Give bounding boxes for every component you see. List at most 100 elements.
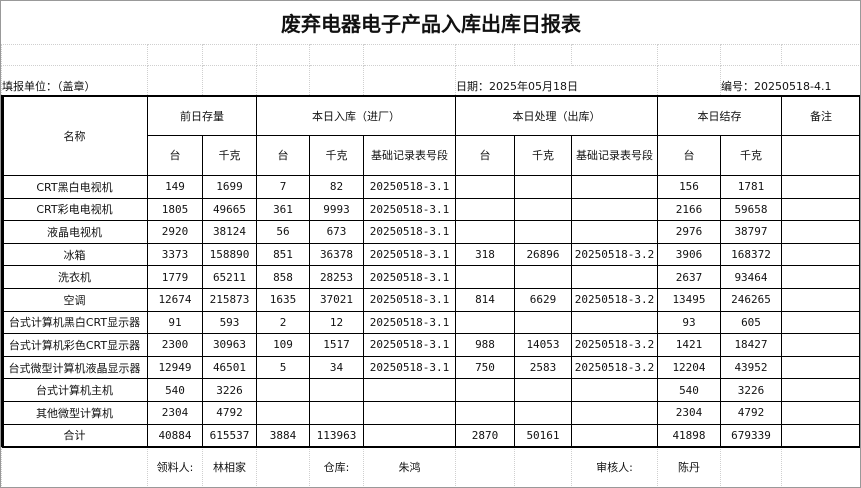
table-cell: 3884 [256,423,310,448]
table-cell [571,400,658,425]
table-row: 台式计算机黑白CRT显示器 91 593 2 12 20250518-3.1 93 605 [1,310,861,335]
table-cell [781,378,861,402]
header-unit: 台 [147,135,203,176]
header-record-no: 基础记录表号段 [363,135,456,176]
table-cell [256,378,310,402]
header-unit: 台 [455,135,515,176]
table-cell: 20250518-3.1 [363,310,456,335]
table-cell: 38124 [202,220,257,244]
table-cell: 1781 [720,175,782,199]
table-cell: 3226 [202,378,257,402]
table-cell: 2 [256,310,310,335]
signature-warehouse-label: 仓库: [309,446,364,488]
table-row: 液晶电视机 2920 38124 56 673 20250518-3.1 2976 38797 [1,220,861,244]
table-cell: 3226 [720,378,782,402]
table-cell [455,400,515,425]
signature-picker: 林相家 [202,446,257,488]
table-cell: 20250518-3.1 [363,333,456,357]
item-name: 台式计算机主机 [1,378,148,402]
table-cell [455,265,515,289]
table-cell: 3373 [147,242,203,267]
header-processed: 本日处理（出库） [455,95,658,136]
table-row: CRT黑白电视机 149 1699 7 82 20250518-3.1 156 1781 [1,175,861,199]
table-cell [571,310,658,335]
table-cell: 4792 [202,400,257,425]
table-cell: 9993 [309,197,364,222]
table-cell: 36378 [309,242,364,267]
table-cell: 12 [309,310,364,335]
table-cell: 3906 [657,242,721,267]
header-kg: 千克 [514,135,572,176]
table-cell [309,378,364,402]
table-cell: 14053 [514,333,572,357]
table-cell [514,400,572,425]
signature-reviewer-label: 审核人: [571,446,658,488]
table-cell: 988 [455,333,515,357]
table-cell [455,378,515,402]
table-cell [571,423,658,448]
table-row: 冰箱 3373 158890 851 36378 20250518-3.1 318 26896… [1,242,861,267]
table-cell: 13495 [657,287,721,312]
item-name: 台式计算机黑白CRT显示器 [1,310,148,335]
table-cell [514,197,572,222]
table-cell [781,400,861,425]
table-cell [571,265,658,289]
table-cell: 2870 [455,423,515,448]
table-cell: 2300 [147,333,203,357]
table-cell [781,265,861,289]
item-name: 液晶电视机 [1,220,148,244]
table-cell [571,197,658,222]
table-row: 台式计算机彩色CRT显示器 2300 30963 109 1517 20250518-3.… [1,333,861,357]
table-cell: 56 [256,220,310,244]
table-cell [781,175,861,199]
table-cell [363,378,456,402]
table-cell [514,310,572,335]
table-cell: 5 [256,355,310,380]
table-cell: 2304 [147,400,203,425]
item-name: 合计 [1,423,148,448]
table-cell: 2304 [657,400,721,425]
table-cell: 40884 [147,423,203,448]
table-cell: 858 [256,265,310,289]
table-cell: 2166 [657,197,721,222]
table-cell: 12674 [147,287,203,312]
signature-reviewer: 陈丹 [657,446,721,488]
table-cell: 37021 [309,287,364,312]
table-cell: 2583 [514,355,572,380]
item-name: CRT彩电电视机 [1,197,148,222]
header-kg: 千克 [202,135,257,176]
table-cell: 49665 [202,197,257,222]
table-cell: 18427 [720,333,782,357]
header-inbound: 本日入库（进厂） [256,95,456,136]
header-unit: 台 [657,135,721,176]
page-title: 废弃电器电子产品入库出库日报表 [281,12,581,36]
table-cell: 149 [147,175,203,199]
table-cell: 1699 [202,175,257,199]
table-cell: 1421 [657,333,721,357]
table-cell [571,220,658,244]
table-cell: 168372 [720,242,782,267]
table-cell: 34 [309,355,364,380]
table-cell: 750 [455,355,515,380]
table-cell: 43952 [720,355,782,380]
table-cell [781,310,861,335]
header-prev-stock: 前日存量 [147,95,257,136]
table-cell [781,242,861,267]
item-name: 空调 [1,287,148,312]
item-name: 洗衣机 [1,265,148,289]
item-name: 台式微型计算机液晶显示器 [1,355,148,380]
table-row: 洗衣机 1779 65211 858 28253 20250518-3.1 2637 9346… [1,265,861,289]
table-cell [781,287,861,312]
header-remark: 备注 [781,95,861,136]
item-name: 台式计算机彩色CRT显示器 [1,333,148,357]
table-cell: 20250518-3.1 [363,287,456,312]
table-cell: 46501 [202,355,257,380]
table-cell: 1517 [309,333,364,357]
report-number: 编号：20250518-4.1 [720,65,861,96]
table-cell [455,310,515,335]
item-name: 其他微型计算机 [1,400,148,425]
table-cell: 12204 [657,355,721,380]
table-cell: 673 [309,220,364,244]
table-cell: 20250518-3.1 [363,197,456,222]
